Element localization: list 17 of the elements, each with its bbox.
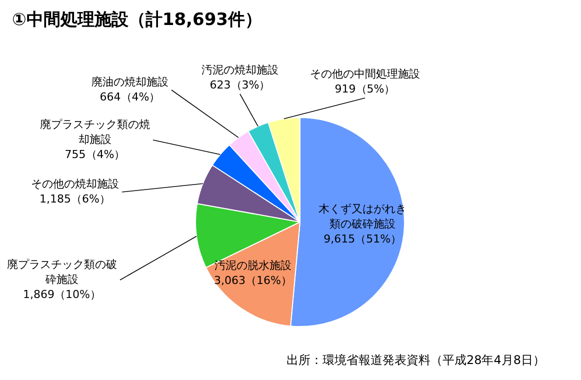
data-label: 3,063（16%） xyxy=(214,274,292,287)
slice-label: 汚泥の脱水施設 xyxy=(214,258,292,272)
text: 出所：環境省報道発表資料（平成28年4月8日） xyxy=(286,352,545,369)
data-label: 664（4%） xyxy=(100,90,160,104)
data-label: 623（3%） xyxy=(210,78,270,92)
chart-title: ①中間処理施設（計18,693件） xyxy=(12,9,262,31)
data-label: 1,185（6%） xyxy=(40,192,110,206)
slice-label: 汚泥の焼却施設 xyxy=(202,63,278,76)
slice-label: 廃プラスチック類の破砕施設 xyxy=(7,258,117,286)
slice-label: その他の焼却施設 xyxy=(31,177,119,190)
slice-label: 廃プラスチック類の焼却施設 xyxy=(40,118,150,146)
data-label: 9,615（51%） xyxy=(324,232,402,246)
slice-label: 廃油の焼却施設 xyxy=(92,75,168,88)
data-label: 755（4%） xyxy=(64,148,126,161)
slice-label: その他の中間処理施設 xyxy=(310,67,420,80)
data-label: 1,869（10%） xyxy=(23,288,101,301)
data-label: 919（5%） xyxy=(334,82,396,96)
